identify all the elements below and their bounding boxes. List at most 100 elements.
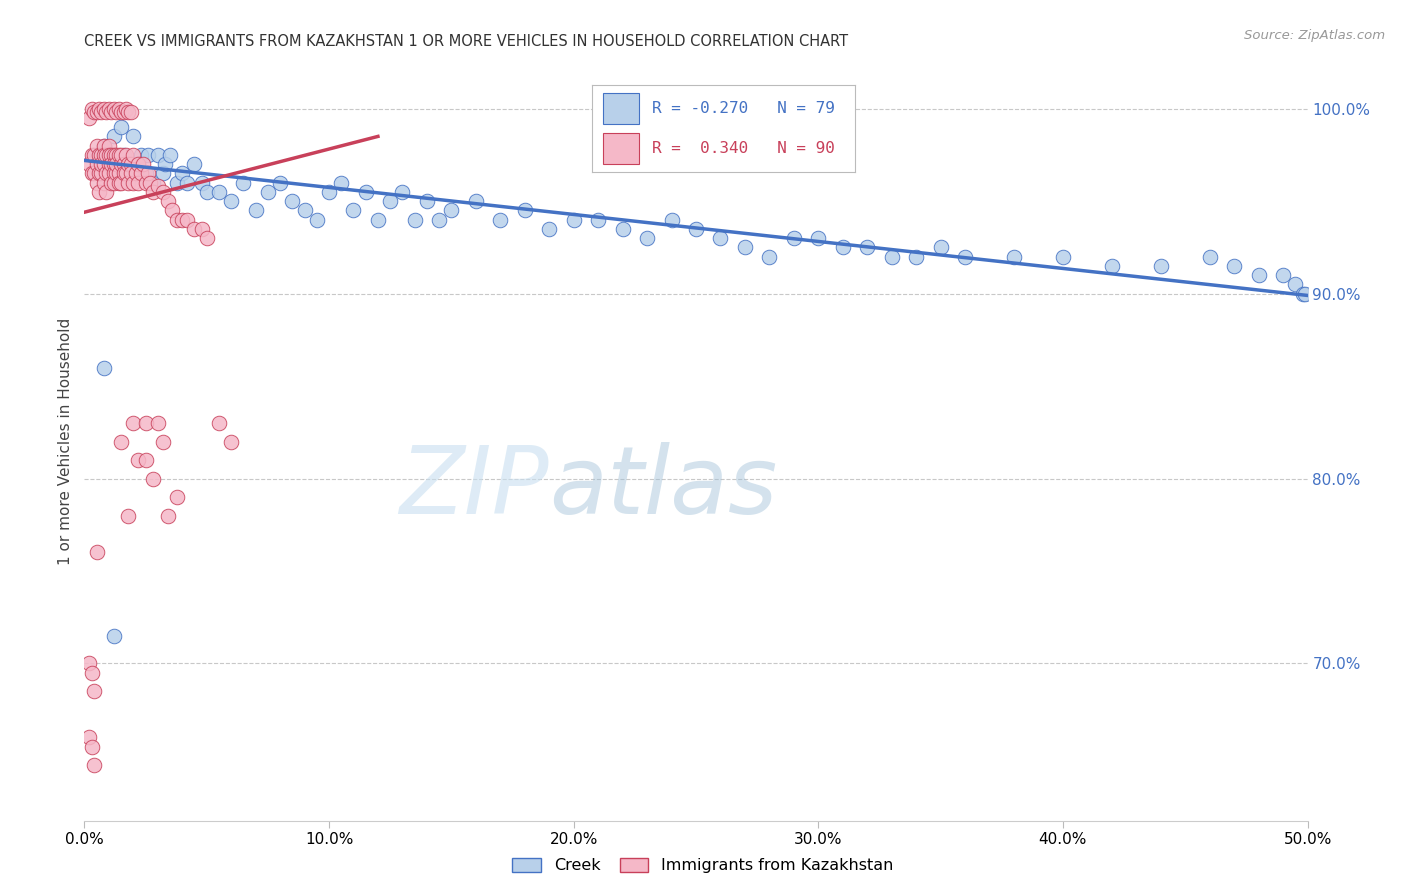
- Point: [127, 157, 149, 171]
- Point: [1247, 268, 1270, 282]
- Point: [103, 157, 125, 171]
- Point: [115, 148, 138, 162]
- Point: [93, 138, 115, 153]
- Point: [1272, 268, 1295, 282]
- Point: [142, 185, 165, 199]
- Point: [562, 212, 585, 227]
- Point: [136, 148, 159, 162]
- Point: [87, 166, 110, 180]
- Point: [96, 105, 118, 120]
- Point: [831, 240, 853, 254]
- Point: [103, 129, 125, 144]
- Legend: Creek, Immigrants from Kazakhstan: Creek, Immigrants from Kazakhstan: [506, 851, 900, 880]
- Point: [129, 166, 152, 180]
- Point: [929, 240, 952, 254]
- Point: [97, 102, 120, 116]
- Point: [135, 176, 157, 190]
- Point: [115, 166, 138, 180]
- Point: [905, 250, 928, 264]
- Point: [281, 194, 304, 208]
- Point: [191, 222, 214, 236]
- Point: [257, 185, 280, 199]
- Point: [107, 102, 129, 116]
- Point: [135, 416, 157, 430]
- Text: Source: ZipAtlas.com: Source: ZipAtlas.com: [1244, 29, 1385, 42]
- Point: [80, 148, 103, 162]
- Point: [294, 203, 316, 218]
- Point: [83, 148, 105, 162]
- Point: [636, 231, 658, 245]
- Point: [110, 120, 132, 135]
- Point: [183, 157, 205, 171]
- Point: [758, 250, 780, 264]
- Point: [146, 416, 169, 430]
- Point: [342, 203, 364, 218]
- Text: CREEK VS IMMIGRANTS FROM KAZAKHSTAN 1 OR MORE VEHICLES IN HOUSEHOLD CORRELATION : CREEK VS IMMIGRANTS FROM KAZAKHSTAN 1 OR…: [84, 34, 848, 49]
- Point: [83, 166, 105, 180]
- Point: [129, 148, 152, 162]
- Point: [427, 212, 450, 227]
- Point: [208, 185, 231, 199]
- Point: [135, 166, 157, 180]
- Point: [330, 176, 353, 190]
- Point: [112, 157, 135, 171]
- Point: [232, 176, 254, 190]
- Point: [105, 166, 128, 180]
- Point: [117, 508, 139, 523]
- Point: [83, 758, 105, 772]
- Point: [489, 212, 512, 227]
- Point: [142, 471, 165, 485]
- Point: [269, 176, 291, 190]
- Point: [96, 185, 118, 199]
- Point: [404, 212, 426, 227]
- Point: [112, 105, 135, 120]
- Point: [612, 222, 634, 236]
- Point: [783, 231, 806, 245]
- Point: [100, 148, 122, 162]
- Point: [87, 185, 110, 199]
- Point: [105, 148, 128, 162]
- Text: ZIP: ZIP: [399, 442, 550, 533]
- Point: [77, 657, 100, 671]
- Point: [1198, 250, 1220, 264]
- Point: [1223, 259, 1246, 273]
- Point: [1002, 250, 1025, 264]
- Point: [440, 203, 463, 218]
- Point: [105, 166, 128, 180]
- Point: [90, 157, 112, 171]
- Point: [152, 185, 174, 199]
- Point: [87, 102, 110, 116]
- Point: [96, 148, 118, 162]
- Point: [120, 105, 142, 120]
- Point: [156, 508, 179, 523]
- Point: [107, 148, 129, 162]
- Point: [172, 212, 194, 227]
- Point: [96, 166, 118, 180]
- Point: [538, 222, 561, 236]
- Point: [93, 360, 115, 375]
- Point: [807, 231, 830, 245]
- Point: [93, 148, 115, 162]
- Point: [90, 105, 112, 120]
- Point: [1150, 259, 1173, 273]
- Point: [97, 166, 120, 180]
- Point: [83, 105, 105, 120]
- Point: [159, 148, 181, 162]
- Point: [1052, 250, 1074, 264]
- Point: [685, 222, 707, 236]
- Point: [120, 166, 142, 180]
- Point: [367, 212, 389, 227]
- Point: [416, 194, 439, 208]
- Point: [172, 166, 194, 180]
- Point: [318, 185, 340, 199]
- Point: [734, 240, 756, 254]
- Point: [219, 434, 242, 449]
- Point: [97, 157, 120, 171]
- Point: [93, 102, 115, 116]
- Point: [110, 176, 132, 190]
- Point: [709, 231, 731, 245]
- Point: [115, 102, 138, 116]
- Point: [146, 148, 169, 162]
- Point: [1292, 286, 1315, 301]
- Point: [127, 453, 149, 467]
